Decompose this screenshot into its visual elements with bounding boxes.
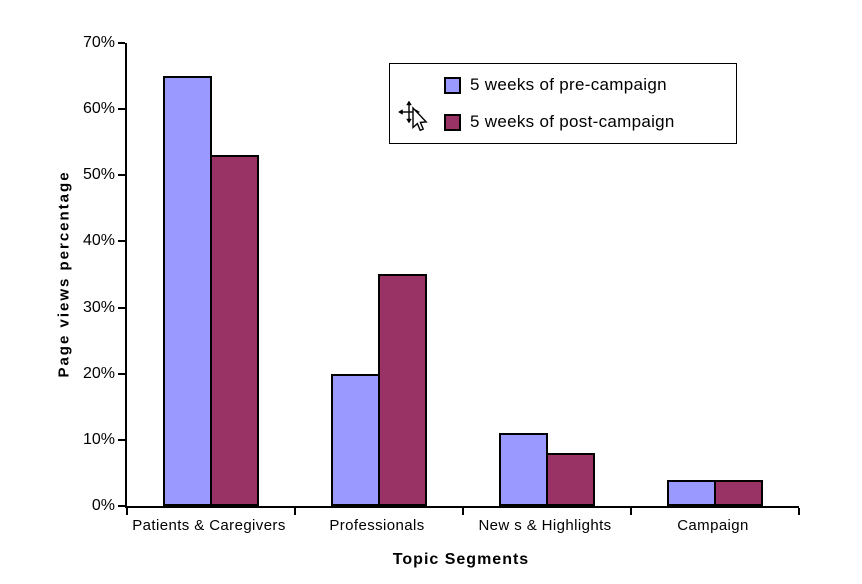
bar-series-0	[331, 374, 380, 506]
legend[interactable]: 5 weeks of pre-campaign 5 weeks of post-c…	[389, 63, 737, 144]
x-tick-mark	[630, 508, 632, 515]
bar-series-1	[714, 480, 763, 506]
y-tick-label: 30%	[82, 298, 115, 316]
bar-group	[127, 43, 295, 506]
y-tick-mark	[118, 505, 125, 507]
legend-label: 5 weeks of post-campaign	[470, 112, 675, 131]
y-tick-mark	[118, 240, 125, 243]
x-tick-mark	[798, 508, 800, 515]
legend-item[interactable]: 5 weeks of pre-campaign	[444, 75, 736, 95]
y-tick-mark	[118, 42, 125, 44]
legend-label: 5 weeks of pre-campaign	[470, 75, 667, 94]
x-category-label: New s & Highlights	[478, 517, 612, 534]
y-tick-label: 20%	[82, 364, 115, 382]
y-tick-label: 70%	[82, 34, 115, 51]
x-category-label: Patients & Caregivers	[132, 517, 286, 534]
bar-series-0	[163, 76, 212, 506]
bar-series-0	[499, 433, 548, 506]
bar-group	[463, 43, 631, 506]
x-tick-mark	[126, 508, 128, 515]
y-tick-mark	[118, 438, 125, 441]
legend-item[interactable]: 5 weeks of post-campaign	[444, 112, 736, 132]
y-tick-mark	[118, 306, 125, 309]
bar-series-1	[546, 453, 595, 506]
y-tick-mark	[118, 174, 125, 177]
x-tick-mark	[462, 508, 464, 515]
bar-group	[631, 43, 799, 506]
legend-swatch-series-0	[444, 76, 461, 94]
y-tick-label: 0%	[91, 497, 115, 514]
plot-area: 0% 10% 20% 30% 40% 50% 60% 70%	[83, 34, 800, 515]
bar-series-1	[378, 274, 427, 506]
y-tick-label: 60%	[82, 100, 115, 118]
bar-series-0	[667, 480, 716, 506]
x-category-label: Campaign	[677, 517, 749, 534]
x-category-label: Professionals	[329, 517, 425, 534]
y-tick-mark	[118, 108, 125, 111]
y-tick-label: 10%	[82, 430, 115, 448]
x-tick-mark	[294, 508, 296, 515]
y-tick-label: 50%	[82, 166, 115, 184]
y-axis-title: Page views percentage	[55, 170, 73, 378]
y-tick-mark	[118, 372, 125, 375]
y-tick-label: 40%	[82, 232, 115, 250]
x-axis-title: Topic Segments	[392, 551, 530, 568]
bar-series-1	[210, 155, 259, 506]
legend-swatch-series-1	[444, 113, 461, 131]
move-cursor-icon	[398, 100, 428, 132]
bar-group	[295, 43, 463, 506]
